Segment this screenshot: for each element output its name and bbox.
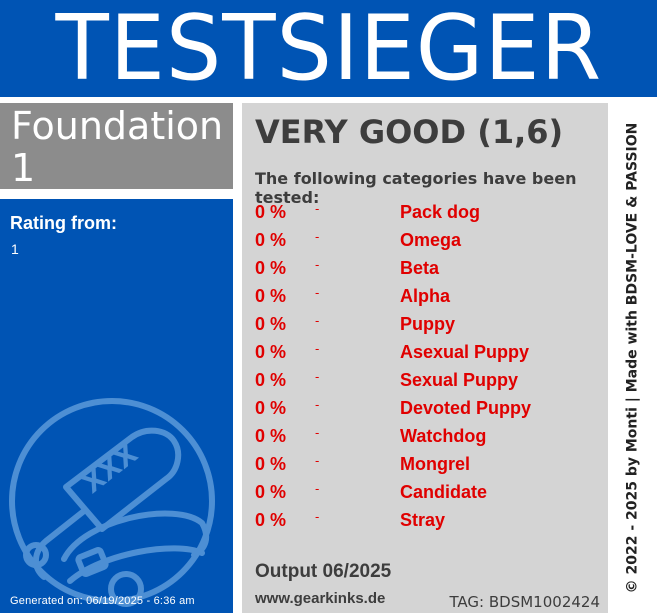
category-percent: 0 %: [255, 258, 287, 278]
category-name: Omega: [400, 230, 462, 250]
paddle-text: XXX: [78, 439, 144, 500]
paddle-collar-icon: XXX: [9, 398, 215, 607]
category-row: 0 % - Puppy: [255, 312, 595, 340]
category-name: Asexual Puppy: [400, 342, 530, 362]
category-percent: 0 %: [255, 286, 287, 306]
category-name: Devoted Puppy: [400, 398, 532, 418]
copyright-text: © 2022 - 2025 by Monti | Made with BDSM-…: [624, 122, 641, 594]
category-dash: -: [315, 425, 320, 440]
category-name: Beta: [400, 258, 440, 278]
category-percent: 0 %: [255, 202, 287, 222]
category-row: 0 % - Alpha: [255, 284, 595, 312]
category-row: 0 % - Mongrel: [255, 452, 595, 480]
test-result-card: VERY GOOD (1,6) The following categories…: [242, 103, 608, 613]
category-dash: -: [315, 509, 320, 524]
verdict-title: VERY GOOD (1,6): [255, 113, 564, 151]
category-row: 0 % - Stray: [255, 508, 595, 536]
product-box: Foundation 1: [0, 103, 233, 189]
category-dash: -: [315, 229, 320, 244]
category-list: 0 % - Pack dog 0 % - Omega 0 % - Beta 0 …: [255, 200, 595, 536]
category-row: 0 % - Watchdog: [255, 424, 595, 452]
left-column: Foundation 1 Rating from: 1 XXX Generate…: [0, 103, 233, 613]
rating-box: Rating from: 1 XXX Generated on: 06/19/2…: [0, 199, 233, 613]
test-tag: TAG: BDSM1002424: [449, 593, 600, 611]
paddle-handle-hole: [23, 542, 49, 568]
banner-title: TESTSIEGER: [55, 0, 602, 101]
category-name: Watchdog: [400, 426, 487, 446]
category-percent: 0 %: [255, 314, 287, 334]
category-name: Alpha: [400, 286, 451, 306]
testsieger-banner: TESTSIEGER: [0, 0, 657, 97]
category-percent: 0 %: [255, 230, 287, 250]
category-row: 0 % - Devoted Puppy: [255, 396, 595, 424]
category-percent: 0 %: [255, 454, 287, 474]
category-dash: -: [315, 257, 320, 272]
paddle-blade: [63, 427, 182, 532]
category-dash: -: [315, 453, 320, 468]
collar-buckle: [75, 547, 109, 577]
rating-label: Rating from:: [10, 213, 117, 233]
category-dash: -: [315, 397, 320, 412]
output-date: Output 06/2025: [255, 561, 392, 582]
category-row: 0 % - Sexual Puppy: [255, 368, 595, 396]
category-dash: -: [315, 313, 320, 328]
category-name: Candidate: [400, 482, 488, 502]
category-dash: -: [315, 481, 320, 496]
category-name: Mongrel: [400, 454, 470, 474]
category-name: Stray: [400, 510, 446, 530]
category-dash: -: [315, 341, 320, 356]
category-row: 0 % - Omega: [255, 228, 595, 256]
category-name: Puppy: [400, 314, 456, 334]
categories-intro: The following categories have been teste…: [255, 169, 577, 207]
category-percent: 0 %: [255, 370, 287, 390]
category-row: 0 % - Candidate: [255, 480, 595, 508]
category-percent: 0 %: [255, 426, 287, 446]
rating-value: 1: [11, 241, 19, 257]
category-dash: -: [315, 285, 320, 300]
category-name: Pack dog: [400, 202, 481, 222]
emblem-ring: [9, 398, 215, 604]
collar-ring: [108, 571, 144, 607]
category-percent: 0 %: [255, 482, 287, 502]
category-dash: -: [315, 369, 320, 384]
vertical-credit: © 2022 - 2025 by Monti | Made with BDSM-…: [608, 103, 657, 613]
category-row: 0 % - Asexual Puppy: [255, 340, 595, 368]
category-name: Sexual Puppy: [400, 370, 519, 390]
website-link: www.gearkinks.de: [255, 590, 386, 607]
paddle-handle: [33, 508, 87, 580]
category-dash: -: [315, 201, 320, 216]
category-percent: 0 %: [255, 342, 287, 362]
category-percent: 0 %: [255, 510, 287, 530]
category-percent: 0 %: [255, 398, 287, 418]
category-row: 0 % - Pack dog: [255, 200, 595, 228]
generated-timestamp: Generated on: 06/19/2025 - 6:36 am: [10, 595, 195, 607]
product-name: Foundation 1: [11, 104, 224, 190]
collar-band: [61, 510, 210, 562]
category-row: 0 % - Beta: [255, 256, 595, 284]
